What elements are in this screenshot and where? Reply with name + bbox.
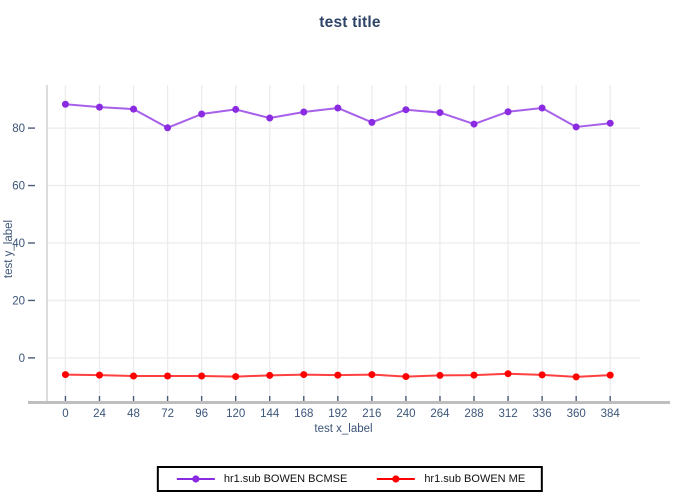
series-0-point [300, 108, 308, 116]
y-tick-label: 0 [19, 353, 25, 365]
x-tick-label: 168 [294, 408, 313, 420]
series-1-point [606, 371, 614, 379]
legend: hr1.sub BOWEN BCMSE hr1.sub BOWEN ME [156, 466, 544, 492]
plot-area: 0 24 48 72 96 120 144 168 192 216 240 264 288 312 336 3… [12, 85, 670, 420]
x-tick-label: 312 [498, 408, 517, 420]
x-tick-label: 240 [396, 408, 415, 420]
series-1-point [470, 371, 478, 379]
x-tick-label: 0 [62, 408, 68, 420]
series-0-point [402, 106, 410, 114]
series-1-point [232, 373, 240, 381]
y-tick-label: 40 [12, 238, 25, 250]
series-1-point [334, 371, 342, 379]
series-0-point [164, 124, 172, 132]
legend-label-bcmse: hr1.sub BOWEN BCMSE [223, 473, 348, 485]
series-1-point [61, 371, 69, 379]
series-0-point [198, 110, 206, 118]
x-axis-label: test x_label [314, 423, 373, 435]
series-0-point [61, 100, 69, 108]
red-line-marker-icon [377, 475, 416, 483]
series-0-point [470, 120, 478, 128]
series-1-point [402, 373, 410, 381]
x-tick-label: 144 [260, 408, 280, 420]
x-tick-label: 120 [226, 408, 245, 420]
x-tick-label: 192 [328, 408, 347, 420]
x-tick-label: 216 [362, 408, 381, 420]
series-1-point [504, 370, 512, 378]
series-0-point [368, 118, 376, 126]
x-tick-label: 264 [430, 408, 450, 420]
series-1-point [300, 371, 308, 379]
legend-entry-bcmse[interactable]: hr1.sub BOWEN BCMSE [175, 473, 347, 485]
series-0-point [606, 119, 614, 127]
chart-title: test title [319, 14, 381, 31]
series-0-point [266, 114, 274, 122]
x-tick-label: 360 [567, 408, 586, 420]
y-axis-label: test y_label [3, 219, 15, 279]
series-1-point [198, 372, 206, 380]
series-0-point [130, 105, 138, 113]
purple-line-marker-icon [176, 475, 215, 483]
legend-entry-me[interactable]: hr1.sub BOWEN ME [375, 473, 525, 485]
series-1-point [164, 372, 172, 380]
x-tick-label: 96 [195, 408, 208, 420]
series-0-point [95, 103, 103, 111]
x-tick-label: 336 [533, 408, 552, 420]
series-1-point [95, 371, 103, 379]
legend-label-me: hr1.sub BOWEN ME [424, 473, 526, 485]
x-tick-label: 384 [601, 408, 621, 420]
series-0-point [232, 105, 240, 113]
series-0-point [538, 104, 546, 112]
series-1-point [436, 371, 444, 379]
series-0-point [504, 108, 512, 116]
series-1-point [538, 371, 546, 379]
y-tick-label: 80 [12, 123, 25, 135]
x-tick-label: 24 [93, 408, 106, 420]
x-tick-label: 72 [161, 408, 174, 420]
y-tick-label: 20 [12, 295, 25, 307]
series-0-point [572, 123, 580, 131]
series-1-point [368, 371, 376, 379]
y-tick-label: 60 [12, 181, 25, 193]
series-1-point [130, 372, 138, 380]
x-tick-label: 288 [464, 408, 483, 420]
series-1-point [572, 373, 580, 381]
series-1-point [266, 371, 274, 379]
series-0-point [436, 109, 444, 117]
x-tick-label: 48 [127, 408, 140, 420]
series-0-point [334, 104, 342, 112]
